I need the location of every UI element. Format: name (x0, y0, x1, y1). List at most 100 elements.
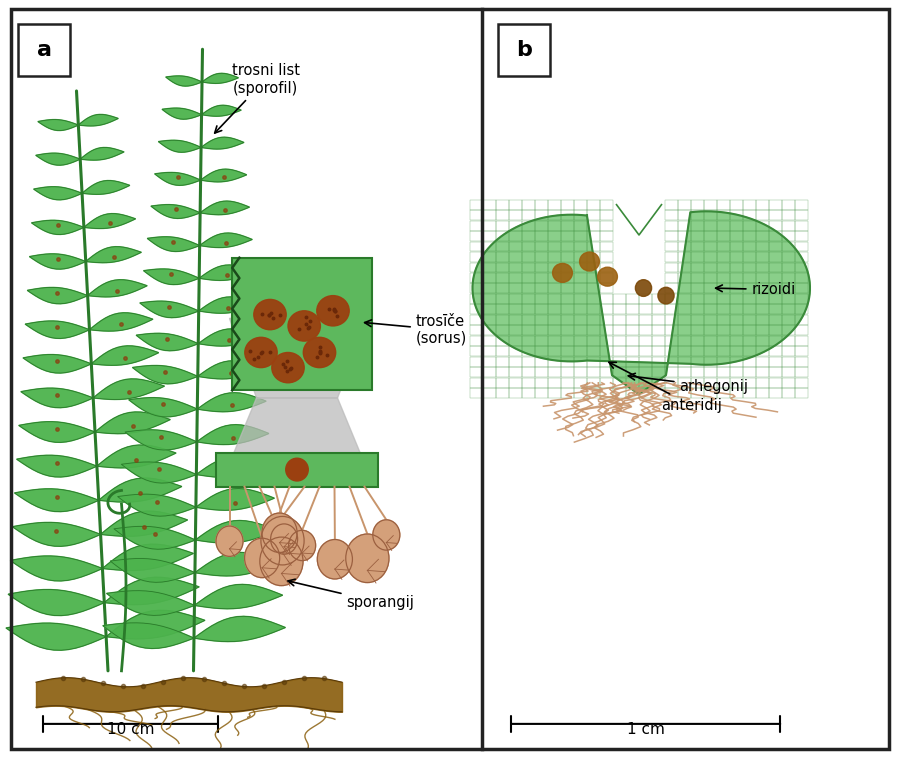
Bar (587, 210, 599, 220)
Polygon shape (194, 616, 285, 641)
Bar (782, 242, 795, 252)
Bar (743, 315, 756, 324)
Bar (600, 315, 613, 324)
Bar (562, 210, 574, 220)
Polygon shape (19, 421, 95, 443)
Polygon shape (199, 265, 255, 280)
Bar (743, 242, 756, 252)
Bar (496, 210, 508, 220)
Bar (574, 305, 587, 315)
Bar (509, 377, 522, 387)
Bar (730, 283, 742, 293)
Bar (665, 336, 678, 346)
Ellipse shape (245, 337, 277, 368)
Bar (770, 294, 782, 304)
Polygon shape (27, 287, 87, 304)
Bar (691, 367, 704, 377)
Bar (470, 325, 482, 335)
Bar (574, 210, 587, 220)
Polygon shape (103, 544, 194, 571)
Bar (756, 346, 769, 356)
Bar (574, 325, 587, 335)
Bar (691, 305, 704, 315)
Bar (665, 273, 678, 283)
Bar (548, 199, 561, 209)
Bar (691, 388, 704, 398)
Bar (626, 315, 639, 324)
Polygon shape (13, 522, 101, 547)
Bar (717, 252, 730, 262)
Bar (796, 305, 808, 315)
Bar (756, 388, 769, 398)
Bar (782, 231, 795, 241)
Ellipse shape (346, 534, 389, 583)
Bar (704, 346, 716, 356)
Polygon shape (151, 205, 200, 218)
Bar (613, 357, 626, 367)
Bar (548, 315, 561, 324)
Polygon shape (199, 297, 257, 313)
Bar (536, 252, 548, 262)
Bar (626, 346, 639, 356)
Bar (587, 199, 599, 209)
Ellipse shape (285, 458, 308, 481)
Bar (665, 210, 678, 220)
Bar (509, 367, 522, 377)
Bar (796, 357, 808, 367)
Bar (782, 199, 795, 209)
Bar (730, 305, 742, 315)
Bar (730, 199, 742, 209)
Bar (796, 210, 808, 220)
Bar (770, 231, 782, 241)
Bar (509, 305, 522, 315)
Bar (562, 367, 574, 377)
Bar (496, 346, 508, 356)
Bar (796, 231, 808, 241)
Bar (770, 305, 782, 315)
Bar (600, 305, 613, 315)
Bar (704, 273, 716, 283)
Bar (743, 294, 756, 304)
Bar (470, 210, 482, 220)
Bar (470, 231, 482, 241)
Bar (743, 231, 756, 241)
Bar (483, 262, 496, 272)
Bar (548, 210, 561, 220)
Bar (483, 273, 496, 283)
Bar (496, 315, 508, 324)
Bar (743, 252, 756, 262)
Bar (756, 242, 769, 252)
Bar (574, 367, 587, 377)
Bar (691, 325, 704, 335)
Polygon shape (36, 153, 80, 165)
Bar (548, 388, 561, 398)
Bar (796, 377, 808, 387)
Ellipse shape (261, 516, 304, 565)
Polygon shape (6, 623, 106, 650)
Bar (743, 357, 756, 367)
Bar (548, 346, 561, 356)
Bar (548, 221, 561, 230)
Bar (717, 336, 730, 346)
Bar (600, 252, 613, 262)
Bar (548, 262, 561, 272)
Bar (509, 262, 522, 272)
Bar (652, 294, 665, 304)
Bar (562, 346, 574, 356)
Bar (679, 273, 691, 283)
Bar (536, 273, 548, 283)
Bar (536, 242, 548, 252)
Bar (522, 336, 535, 346)
Polygon shape (114, 526, 195, 550)
Bar (483, 336, 496, 346)
Bar (770, 357, 782, 367)
Bar (600, 294, 613, 304)
Bar (562, 294, 574, 304)
Bar (743, 367, 756, 377)
Bar (704, 283, 716, 293)
Polygon shape (200, 201, 249, 215)
Bar (691, 283, 704, 293)
Bar (574, 388, 587, 398)
Bar (587, 336, 599, 346)
Bar (483, 305, 496, 315)
